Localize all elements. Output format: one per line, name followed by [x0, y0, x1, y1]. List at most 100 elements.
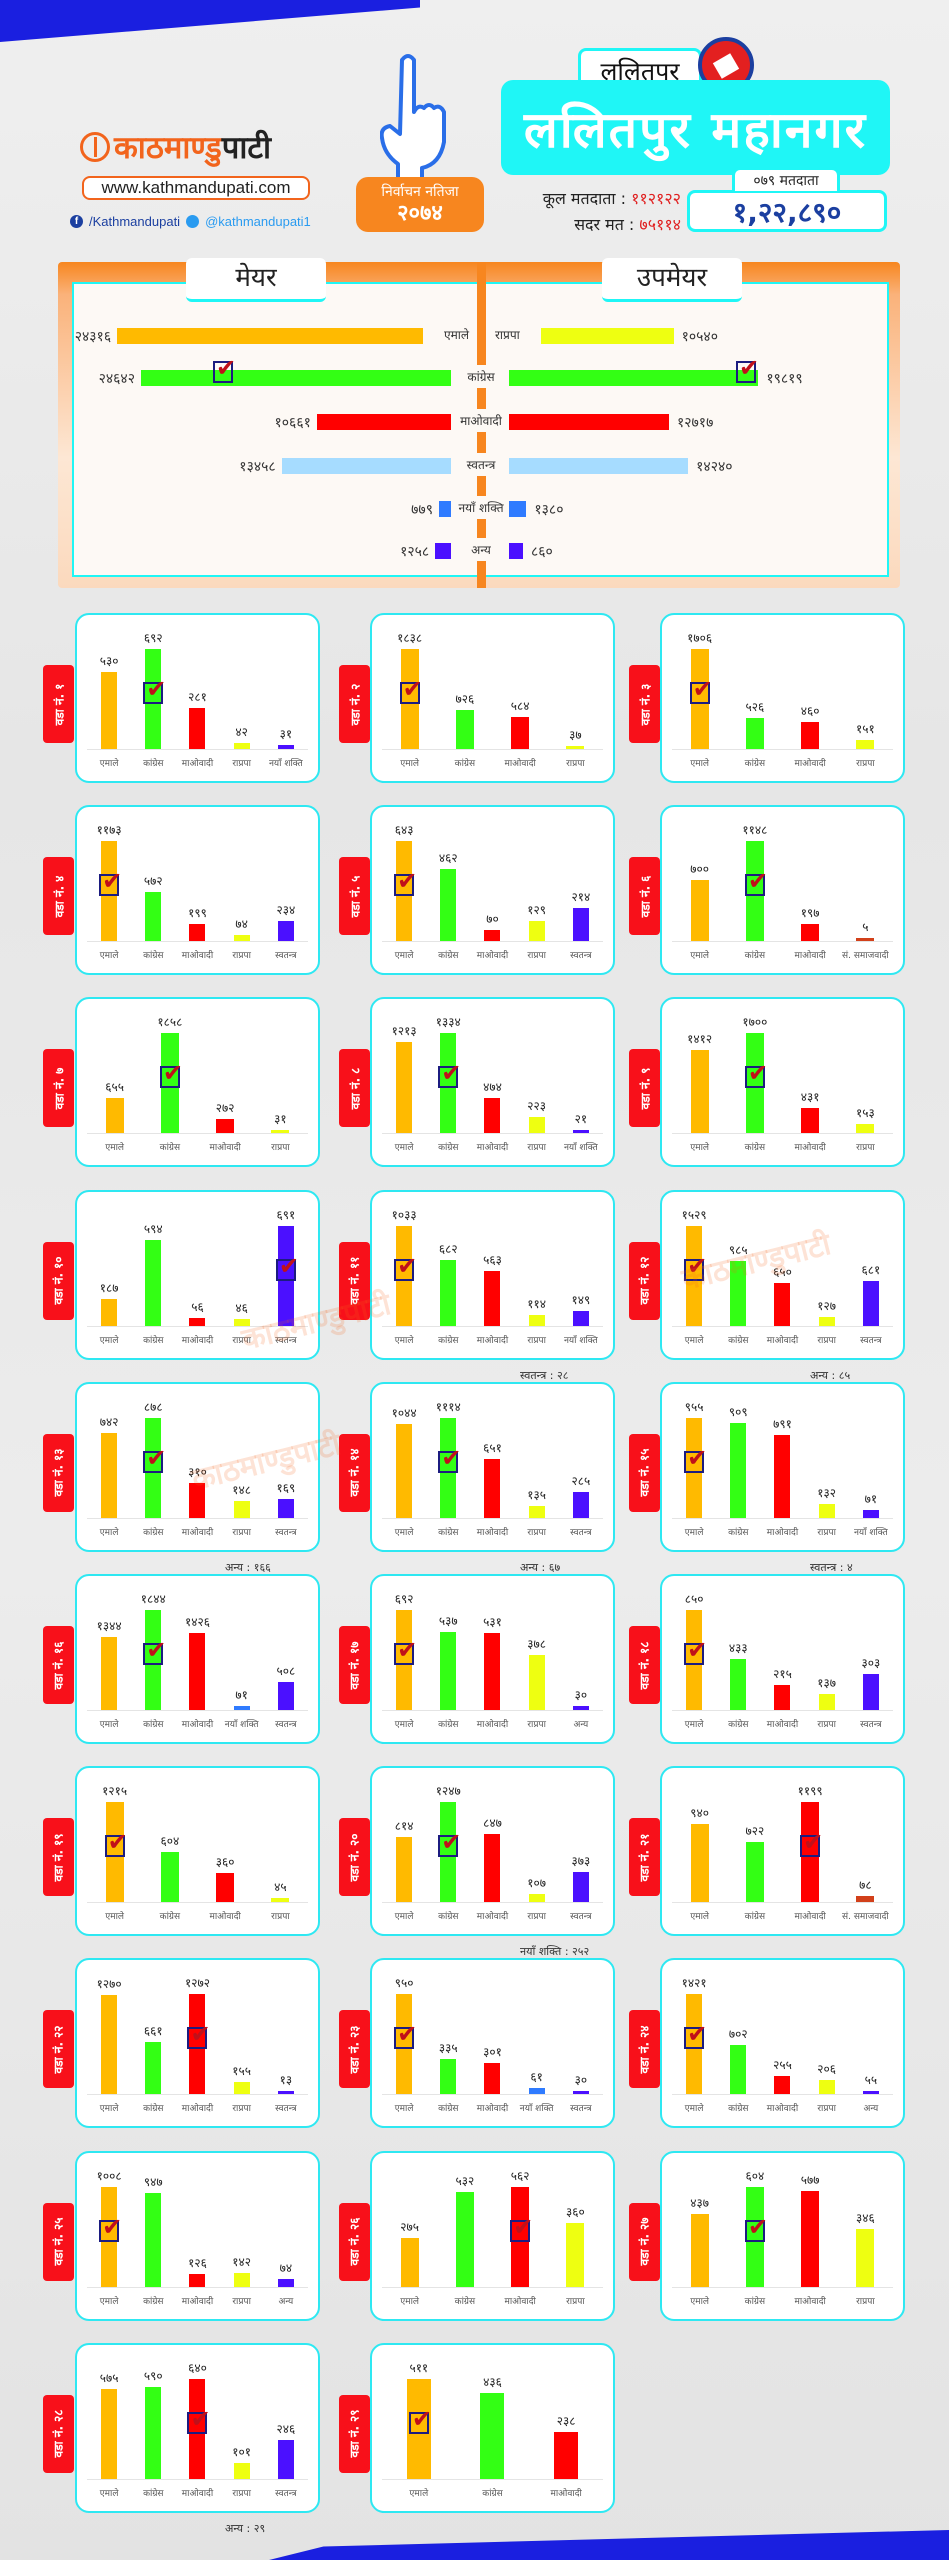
mayor-vote-count: १३४५८ — [239, 459, 276, 475]
bar-value-label: ६९२ — [143, 631, 163, 645]
bar-value-label: ३६० — [566, 2204, 585, 2219]
bar-slot: ५८४ — [511, 623, 530, 749]
ward-bar-plot: १७०६ ५२६ ४६० १५१ — [672, 623, 893, 750]
x-tick-label: नयाँ शक्ति — [268, 759, 303, 769]
ward-chart-card: ६४३ ४६२ ७० १२९ २१४ एमाले कांग्रेस माओवादी राप्रप… — [370, 805, 615, 976]
bar-value-label: १४२१ — [681, 1976, 707, 1991]
x-tick-label: कांग्रेस — [482, 2488, 503, 2499]
ward-chart-card: ६५५ १८५८ २७२ ३१ एमाले कांग्रेस माओवादी राप्रपा — [75, 997, 320, 1168]
bar-0 — [99, 841, 122, 942]
bar-slot: ५६३ — [483, 1200, 502, 1326]
bar-1 — [143, 1417, 166, 1518]
winner-checkmark-icon — [800, 1827, 823, 1858]
deputy-bar — [509, 414, 669, 430]
bar-3 — [818, 1317, 835, 1326]
x-tick-label: कांग्रेस — [143, 2104, 164, 2115]
facebook-icon: f — [70, 215, 83, 228]
bar-value-label: ६४० — [188, 2360, 207, 2375]
bar-slot: ३३५ — [439, 1968, 458, 2095]
x-tick-label: राप्रपा — [856, 1143, 875, 1154]
mayor-row: १३४५८ १४२४० स्वतन्त्र — [72, 453, 889, 476]
bar-slot: १५५ — [232, 1968, 251, 2095]
x-tick-label: नयाँ शक्ति — [853, 1527, 888, 1538]
ward-number: ५ — [348, 875, 363, 882]
x-tick-label: राप्रपा — [527, 1335, 546, 1346]
bar-slot: १६९ — [276, 1392, 295, 1518]
bar-slot: १८३८ — [397, 623, 423, 749]
bar-0 — [101, 1637, 118, 1710]
bar-value-label: २७५ — [400, 2219, 419, 2234]
x-tick-label: अन्य — [863, 2104, 879, 2115]
x-tick-label: स्वतन्त्र — [275, 2488, 297, 2499]
x-tick-label: कांग्रेस — [728, 2104, 749, 2115]
bar-1 — [440, 2059, 457, 2095]
bar-value-label: १४१२ — [687, 1032, 713, 1047]
x-tick-label: एमाले — [394, 1912, 414, 1923]
ward-label: वडा नं. १० — [43, 1241, 74, 1320]
x-tick-label: कांग्रेस — [728, 1335, 749, 1346]
voting-finger-icon — [380, 54, 446, 180]
x-tick-label: माओवादी — [181, 2488, 214, 2499]
bar-0 — [690, 880, 709, 942]
bar-2 — [511, 717, 530, 749]
bar-value-label: १८७ — [99, 1280, 119, 1295]
bar-slot: ३७३ — [571, 1776, 590, 1903]
bar-value-label: १५१ — [856, 722, 875, 737]
x-tick-label: एमाले — [394, 1527, 414, 1538]
bar-4 — [277, 744, 294, 749]
bar-value-label: ५६ — [191, 1299, 204, 1314]
bar-value-label: ४३१ — [800, 1090, 820, 1105]
x-tick-label: राप्रपा — [817, 1527, 836, 1538]
winner-checkmark-icon — [143, 1635, 166, 1665]
x-tick-label: माओवादी — [181, 1335, 214, 1346]
bar-value-label: ५२६ — [745, 700, 765, 715]
ward-bar-plot: ४३७ ६०४ ५७७ ३४६ — [672, 2161, 893, 2288]
bar-slot: ३७८ — [527, 1584, 546, 1710]
bar-slot: ५५ — [862, 1968, 879, 2095]
bar-2 — [484, 1271, 501, 1326]
x-tick-label: एमाले — [394, 951, 414, 962]
bar-slot: १४२ — [232, 2161, 251, 2287]
bar-value-label: ५०८ — [276, 1664, 296, 1679]
ward-chart-card: १२१३ १३३४ ४७४ २२३ २१ एमाले कांग्रेस माओवादी राप्… — [370, 997, 615, 1168]
x-tick-label: माओवादी — [794, 759, 826, 769]
x-tick-label: कांग्रेस — [744, 1912, 766, 1923]
x-tick-label: माओवादी — [476, 1912, 509, 1923]
bar-value-label: ३० — [574, 1687, 588, 1702]
ward-label-prefix: वडा नं. — [638, 885, 653, 918]
ward-bar-plot: १४२१ ७०२ २५५ २०६ ५५ — [672, 1968, 893, 2096]
facebook-handle[interactable]: /Kathmandupati — [89, 214, 181, 229]
twitter-handle[interactable]: @kathmandupati1 — [205, 214, 311, 229]
bar-1 — [455, 709, 474, 749]
bar-slot: ७२६ — [456, 623, 474, 749]
winner-checkmark-icon — [143, 674, 166, 704]
winner-checkmark-icon — [394, 1635, 417, 1665]
ward-number: १० — [52, 1256, 66, 1270]
bar-slot: २५५ — [773, 1968, 792, 2095]
x-tick-label: माओवादी — [181, 1527, 214, 1538]
ward-label: वडा नं. २२ — [43, 2010, 74, 2089]
bar-value-label: ३१० — [188, 1464, 207, 1479]
x-tick-label: कांग्रेस — [438, 1335, 459, 1346]
x-tick-label: राप्रपा — [232, 759, 251, 769]
x-tick-label: राप्रपा — [232, 1335, 251, 1346]
bar-slot: ५७२ — [144, 815, 163, 942]
bar-slot: १४१२ — [687, 1007, 712, 1134]
bar-value-label: ४५ — [274, 1880, 287, 1895]
ward-chart-card: १७०६ ५२६ ४६० १५१ एमाले कांग्रेस माओवादी राप्रपा — [660, 613, 905, 783]
ward-chart-card: ६९२ ५३७ ५३१ ३७८ ३० एमाले कांग्रेस माओवादी राप्रप… — [370, 1574, 615, 1744]
x-tick-label: एमाले — [684, 1335, 704, 1346]
party-label: नयाँ शक्ति — [454, 496, 508, 519]
bar-2 — [189, 708, 206, 749]
ward-bar-plot: ५११ ४३६ २३८ — [382, 2353, 603, 2480]
winner-checkmark-icon — [438, 1443, 461, 1473]
bar-value-label: ६५१ — [483, 1441, 502, 1456]
mayor-bar — [117, 328, 423, 344]
ward-x-axis: एमाले कांग्रेस माओवादी राप्रपा अन्य — [672, 2101, 893, 2114]
bar-slot: ५२६ — [746, 623, 764, 749]
x-tick-label: माओवादी — [794, 951, 826, 962]
x-tick-label: माओवादी — [550, 2488, 582, 2499]
x-tick-label: कांग्रेस — [454, 2296, 476, 2307]
bar-value-label: ३७ — [569, 728, 582, 742]
website-url[interactable]: www.kathmandupati.com — [82, 176, 310, 200]
